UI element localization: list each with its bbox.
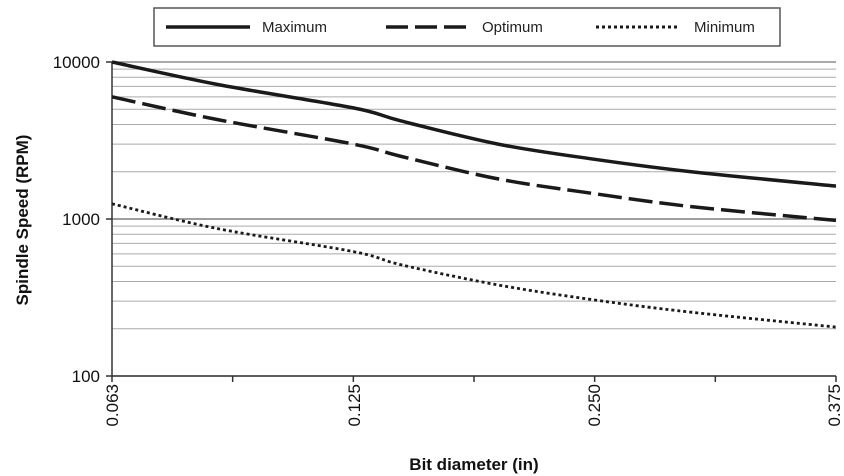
- legend-item-maximum: Maximum: [166, 19, 327, 36]
- legend: Maximum Optimum Minimum: [153, 7, 781, 47]
- legend-label-minimum: Minimum: [694, 19, 755, 36]
- legend-item-optimum: Optimum: [386, 19, 543, 36]
- x-tick-label-0.125: 0.125: [345, 384, 364, 427]
- y-tick-label-1000: 1000: [62, 210, 100, 229]
- series-line-minimum: [111, 202, 837, 329]
- y-axis-title: Spindle Speed (RPM): [13, 135, 32, 306]
- axes: [106, 61, 837, 382]
- series-line-optimum: [111, 95, 837, 223]
- series-line-maximum: [111, 60, 837, 188]
- legend-label-optimum: Optimum: [482, 19, 543, 36]
- y-tick-label-100: 100: [72, 367, 100, 386]
- y-tick-labels: 100 1000 10000: [53, 53, 100, 386]
- series-group: [111, 60, 837, 329]
- y-tick-label-10000: 10000: [53, 53, 100, 72]
- grid: [112, 61, 836, 377]
- x-tick-labels: 0.063 0.125 0.250 0.375: [103, 384, 844, 427]
- x-tick-label-0.250: 0.250: [585, 384, 604, 427]
- legend-item-minimum: Minimum: [596, 19, 755, 36]
- x-tick-label-0.063: 0.063: [103, 384, 122, 427]
- x-tick-label-0.375: 0.375: [825, 384, 844, 427]
- x-axis-title: Bit diameter (in): [409, 455, 538, 474]
- legend-label-maximum: Maximum: [262, 19, 327, 36]
